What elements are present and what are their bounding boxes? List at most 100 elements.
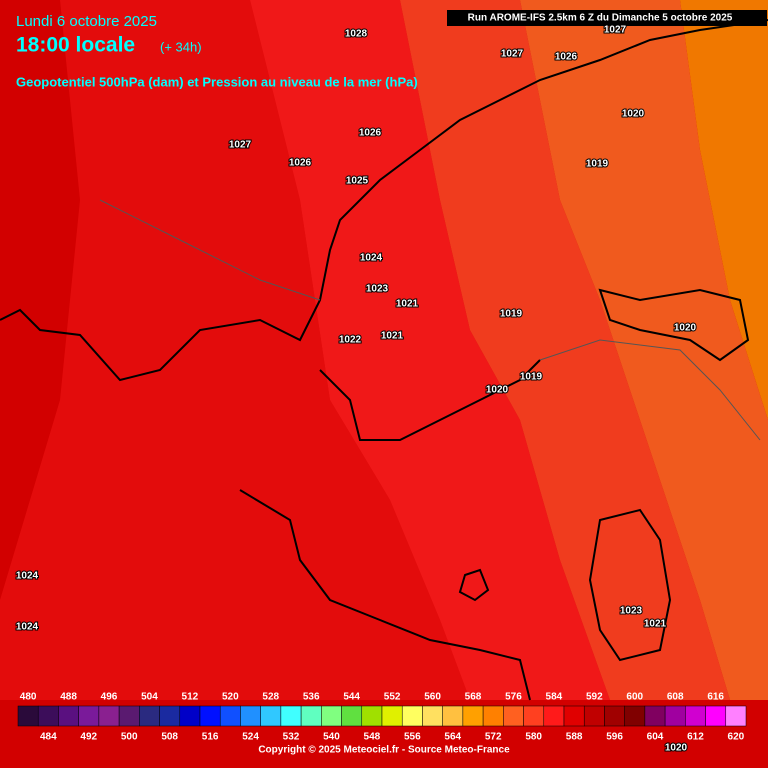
subtitle: Geopotentiel 500hPa (dam) et Pression au… xyxy=(16,74,418,89)
scale-box xyxy=(705,705,727,727)
pressure-label: 1021 xyxy=(644,619,667,630)
pressure-label: 1023 xyxy=(366,284,389,295)
band xyxy=(680,0,768,420)
scale-label: 608 xyxy=(667,692,684,703)
pressure-label: 1020 xyxy=(622,109,645,120)
scale-box xyxy=(78,705,100,727)
pressure-label: 1020 xyxy=(486,385,509,396)
scale-box xyxy=(341,705,363,727)
scale-box xyxy=(280,705,302,727)
scale-label: 556 xyxy=(404,732,421,743)
island xyxy=(458,568,490,602)
scale-box xyxy=(381,705,403,727)
pressure-label: 1027 xyxy=(229,140,252,151)
date: Lundi 6 octobre 2025 xyxy=(16,13,157,30)
scale-label: 492 xyxy=(80,732,97,743)
scale-box xyxy=(37,705,59,727)
scale-label: 548 xyxy=(364,732,381,743)
scale-box xyxy=(442,705,464,727)
scale-label: 544 xyxy=(343,692,360,703)
scale-label: 500 xyxy=(121,732,138,743)
scale-label: 572 xyxy=(485,732,502,743)
scale-box xyxy=(462,705,484,727)
scale-box xyxy=(17,705,39,727)
coastline xyxy=(319,359,541,441)
pressure-label: 1022 xyxy=(339,335,362,346)
scale-label: 568 xyxy=(465,692,482,703)
scale-box xyxy=(563,705,585,727)
scale-label: 612 xyxy=(687,732,704,743)
scale-label: 552 xyxy=(384,692,401,703)
scale-label: 480 xyxy=(20,692,37,703)
scale-box xyxy=(179,705,201,727)
band xyxy=(250,0,610,700)
scale-label: 576 xyxy=(505,692,522,703)
scale-label: 520 xyxy=(222,692,239,703)
scale-box xyxy=(543,705,565,727)
scale-label: 512 xyxy=(182,692,199,703)
pressure-label: 1021 xyxy=(381,331,404,342)
scale-box xyxy=(523,705,545,727)
scale-label: 508 xyxy=(161,732,178,743)
coastline xyxy=(598,288,750,362)
pressure-label: 1027 xyxy=(604,25,627,36)
scale-label: 584 xyxy=(546,692,563,703)
run-box xyxy=(447,10,767,26)
pressure-label: 1019 xyxy=(586,159,609,170)
pressure-label: 1024 xyxy=(360,253,383,264)
pressure-label: 1024 xyxy=(16,622,39,633)
scale-box xyxy=(401,705,423,727)
scale-box xyxy=(118,705,140,727)
band xyxy=(0,0,470,700)
scale-box xyxy=(240,705,261,727)
scale-label: 484 xyxy=(40,732,57,743)
scale-label: 532 xyxy=(283,732,300,743)
scale-box xyxy=(58,705,79,727)
scale-box xyxy=(361,705,383,727)
scale-box xyxy=(139,705,160,727)
coastline xyxy=(0,19,768,382)
scale-label: 488 xyxy=(60,692,77,703)
pressure-label: 1019 xyxy=(520,372,543,383)
scale-box xyxy=(583,705,605,727)
scale-box xyxy=(321,705,342,727)
scale-box xyxy=(644,705,666,727)
island xyxy=(588,508,672,662)
pressure-label: 1026 xyxy=(555,52,578,63)
run-info: Run AROME-IFS 2.5km 6 Z du Dimanche 5 oc… xyxy=(468,13,733,24)
scale-label: 516 xyxy=(202,732,219,743)
coastline xyxy=(239,489,531,701)
scale-label: 592 xyxy=(586,692,603,703)
scale-box xyxy=(219,705,241,727)
scale-label: 580 xyxy=(525,732,542,743)
lead: (+ 34h) xyxy=(160,39,202,54)
scale-box xyxy=(159,705,181,727)
scale-label: 616 xyxy=(707,692,724,703)
scale-box xyxy=(98,705,120,727)
scale-box xyxy=(685,705,706,727)
scale-box xyxy=(664,705,686,727)
scale-label: 504 xyxy=(141,692,158,703)
scale-label: 564 xyxy=(444,732,461,743)
scale-label: 536 xyxy=(303,692,320,703)
scale-label: 496 xyxy=(101,692,118,703)
pressure-label: 1025 xyxy=(346,176,369,187)
band xyxy=(520,0,768,700)
scale-box xyxy=(482,705,504,727)
scale-label: 596 xyxy=(606,732,623,743)
pressure-label: 1020 xyxy=(665,743,688,754)
scale-box xyxy=(422,705,443,727)
band xyxy=(400,0,730,700)
pressure-label: 1019 xyxy=(500,309,523,320)
border xyxy=(539,339,761,441)
copyright: Copyright © 2025 Meteociel.fr - Source M… xyxy=(258,745,510,756)
scale-label: 600 xyxy=(626,692,643,703)
pressure-label: 1026 xyxy=(359,128,382,139)
border xyxy=(99,199,321,301)
scale-box xyxy=(300,705,322,727)
scale-label: 524 xyxy=(242,732,259,743)
pressure-label: 1024 xyxy=(16,571,39,582)
scale-label: 528 xyxy=(262,692,279,703)
